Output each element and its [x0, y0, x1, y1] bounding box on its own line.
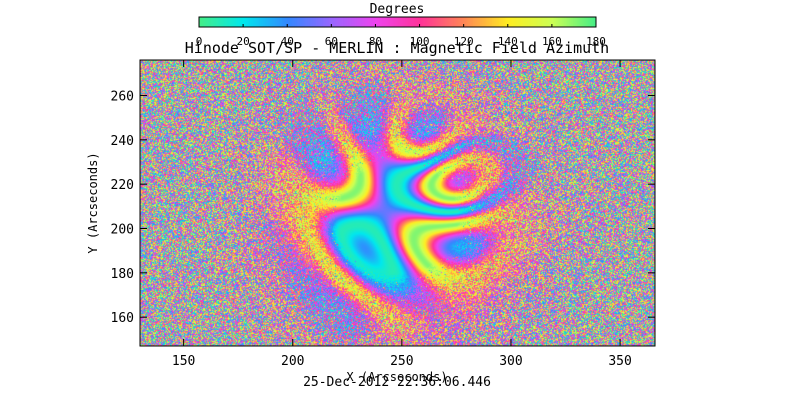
y-tick-label: 220: [111, 178, 134, 193]
plot-area: 150 200 250 300 350 160 180 200 220 240 260: [111, 59, 656, 369]
y-axis-label: Y (Arcseconds): [86, 152, 100, 253]
colorbar-tick-label: 140: [498, 35, 518, 48]
x-axis-label: X (Arcseconds): [346, 370, 447, 384]
y-tick-label: 260: [111, 89, 134, 104]
x-tick-label: 300: [499, 354, 522, 369]
plot-frame: [139, 59, 656, 347]
colorbar-tick-label: 100: [410, 35, 430, 48]
x-axis: 150 200 250 300 350: [172, 60, 632, 369]
colorbar-tick-label: 60: [325, 35, 338, 48]
colorbar-gradient: [199, 17, 596, 27]
x-tick-label: 350: [608, 354, 631, 369]
y-tick-label: 240: [111, 134, 134, 149]
colorbar-tick-label: 40: [281, 35, 294, 48]
colorbar-tick-label: 160: [542, 35, 562, 48]
chart-title: Hinode SOT/SP - MERLIN : Magnetic Field …: [185, 39, 609, 57]
y-tick-label: 200: [111, 222, 134, 237]
colorbar-label: Degrees: [370, 2, 425, 17]
y-tick-label: 160: [111, 311, 134, 326]
x-tick-label: 250: [390, 354, 413, 369]
y-axis: 160 180 200 220 240 260: [111, 89, 655, 326]
y-tick-label: 180: [111, 267, 134, 282]
colorbar-ticks: 0 20 40 60 80 100 120 140 160 180: [196, 24, 606, 48]
colorbar-tick-label: 20: [236, 35, 249, 48]
azimuth-map: [140, 60, 655, 346]
x-tick-label: 200: [281, 354, 304, 369]
colorbar-tick-label: 180: [586, 35, 606, 48]
timestamp: 25-Dec-2012 22:36:06.446: [303, 375, 491, 390]
colorbar-tick-label: 0: [196, 35, 203, 48]
colorbar: Degrees 0 20 40 60 80 100 120 140 160 180: [196, 2, 606, 48]
colorbar-frame: [198, 16, 597, 28]
colorbar-tick-label: 80: [369, 35, 382, 48]
x-tick-label: 150: [172, 354, 195, 369]
colorbar-tick-label: 120: [454, 35, 474, 48]
